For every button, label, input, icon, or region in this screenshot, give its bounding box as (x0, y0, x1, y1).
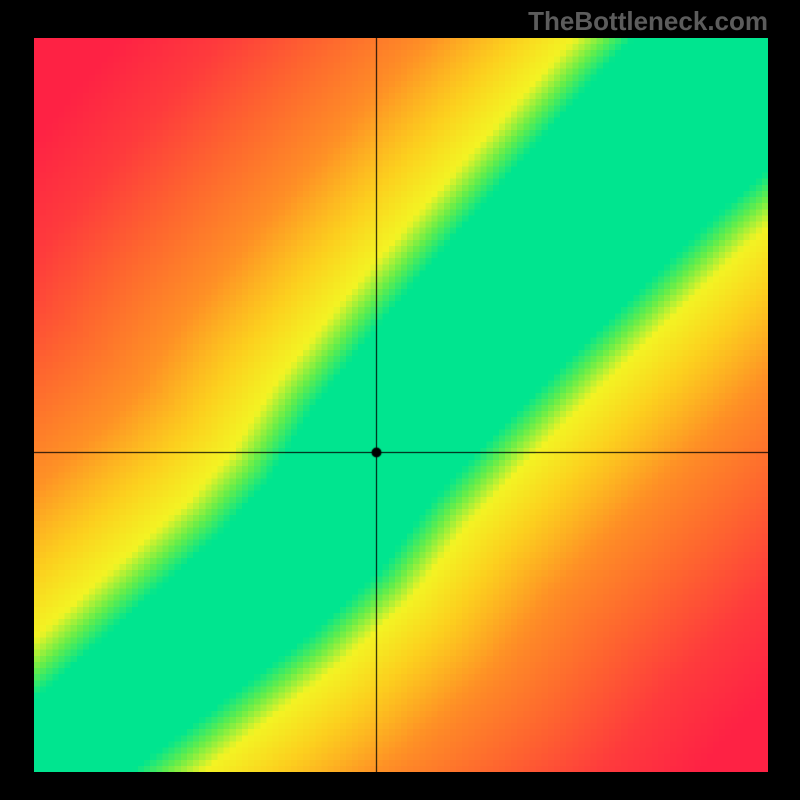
watermark-text: TheBottleneck.com (528, 6, 768, 37)
chart-container: TheBottleneck.com (0, 0, 800, 800)
crosshair-overlay (34, 38, 768, 772)
